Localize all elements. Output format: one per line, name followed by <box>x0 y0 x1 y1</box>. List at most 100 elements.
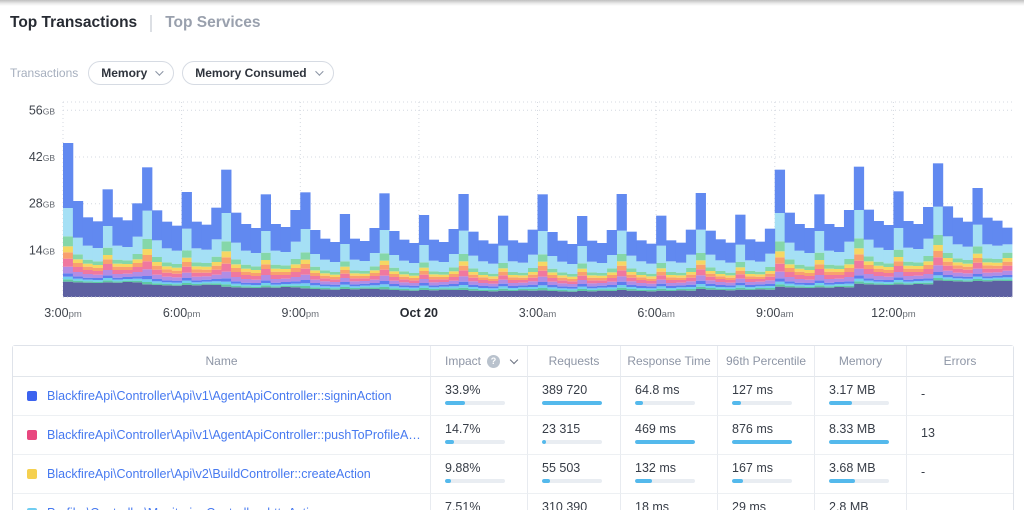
chart-bar-segment <box>923 274 934 279</box>
chart-bar-segment <box>112 217 123 246</box>
chart-bar-segment <box>577 275 588 280</box>
chart-bar-segment <box>547 281 558 285</box>
chart-bar-segment <box>458 194 469 231</box>
metric-value: 14.7% <box>445 422 481 436</box>
chart-bar-segment <box>606 285 617 288</box>
chart-bar-segment <box>596 278 608 281</box>
chart-bar-segment <box>72 278 84 281</box>
chart-bar-segment <box>685 229 697 255</box>
column-header-memory[interactable]: Memory <box>815 346 907 377</box>
tab-top-transactions[interactable]: Top Transactions <box>10 14 138 31</box>
chart-bar-segment <box>389 271 400 274</box>
chart-bar-segment <box>883 225 894 250</box>
chart-bar-segment <box>873 284 884 297</box>
column-header-impact[interactable]: Impact? <box>431 346 528 377</box>
chart-bar-segment <box>784 264 795 268</box>
chart-bar-segment <box>754 281 766 285</box>
metric-bar-track <box>445 401 505 405</box>
chart-bar-segment <box>270 284 281 287</box>
chart-bar-segment <box>804 283 815 285</box>
column-header-requests[interactable]: Requests <box>528 346 621 377</box>
column-header-96th-percentile[interactable]: 96th Percentile <box>718 346 815 377</box>
chart-bar-segment <box>63 281 74 297</box>
chart-bar-segment <box>942 261 954 266</box>
chart-bar-segment <box>290 287 301 297</box>
chart-bar-segment <box>329 274 341 277</box>
chart-bar-segment <box>418 245 430 263</box>
chart-bar-segment <box>102 270 113 276</box>
metric-bar-fill <box>732 440 792 444</box>
chart-bar-segment <box>705 276 716 281</box>
chart-bar-segment <box>853 275 865 279</box>
memory-consumed-chart[interactable]: 14GB 28GB 42GB 56GB 3:00pm 6:00pm 9:00pm Oct 20… <box>0 92 1024 330</box>
transaction-link[interactable]: BlackfireApi\Controller\Api\v1\AgentApiC… <box>47 389 392 403</box>
chart-bar-segment <box>428 282 440 286</box>
chart-bar-segment <box>72 272 84 277</box>
metric-dropdown[interactable]: Memory <box>88 61 175 85</box>
chart-bar-segment <box>843 259 855 265</box>
transaction-link[interactable]: Profiler\Controller\MonitoringController… <box>47 506 323 510</box>
chart-bar-segment <box>418 274 430 279</box>
chart-bar-segment <box>369 287 380 289</box>
chart-bar-segment <box>211 256 222 262</box>
chart-bar-segment <box>932 235 944 245</box>
chart-bar-segment <box>547 291 558 297</box>
chart-bar-segment <box>488 286 499 289</box>
transaction-link[interactable]: BlackfireApi\Controller\Api\v2\BuildCont… <box>47 467 371 481</box>
chart-bar-segment <box>853 283 865 297</box>
dimension-dropdown[interactable]: Memory Consumed <box>182 61 334 85</box>
chart-bar-segment <box>537 276 548 282</box>
chart-bar-segment <box>942 265 954 271</box>
chart-bar-segment <box>814 285 825 288</box>
chart-bar-segment <box>448 288 459 290</box>
chart-bar-segment <box>982 281 993 297</box>
chart-bar-segment <box>527 254 538 268</box>
chart-bar-segment <box>161 269 173 273</box>
metric-impact: 9.88% <box>431 455 527 483</box>
chart-bar-segment <box>389 286 400 289</box>
chart-bar-segment <box>557 240 568 262</box>
errors-value: 13 <box>921 426 935 440</box>
metric-bar-fill <box>445 479 451 483</box>
chart-bar-segment <box>992 220 1003 246</box>
series-color-swatch <box>27 469 37 479</box>
help-icon[interactable]: ? <box>487 354 501 368</box>
transaction-link[interactable]: BlackfireApi\Controller\Api\v1\AgentApiC… <box>47 428 422 442</box>
chart-bar-segment <box>843 285 855 288</box>
chart-bar-segment <box>636 286 647 288</box>
metric-bar-track <box>732 401 792 405</box>
column-header-response-time[interactable]: Response Time <box>621 346 718 377</box>
chart-bar-segment <box>962 280 973 282</box>
chart-bar-segment <box>310 254 321 267</box>
chart-bar-segment <box>952 276 963 279</box>
chart-bar-segment <box>932 257 944 266</box>
sort-desc-icon[interactable] <box>509 355 519 364</box>
chart-bar-segment <box>685 289 697 291</box>
chart-bar-segment <box>685 274 697 278</box>
chart-bar-segment <box>428 279 440 283</box>
chart-bar-segment <box>359 261 370 271</box>
chart-bar-segment <box>82 282 94 297</box>
tab-top-services[interactable]: Top Services <box>165 14 261 31</box>
chart-bar-segment <box>754 284 766 287</box>
table-body: BlackfireApi\Controller\Api\v1\AgentApiC… <box>13 377 1013 510</box>
chart-bar-segment <box>893 284 904 297</box>
column-header-errors[interactable]: Errors <box>907 346 1013 377</box>
chart-bar-segment <box>913 281 924 283</box>
chart-bar-segment <box>626 281 637 285</box>
chart-bar-segment <box>448 284 459 287</box>
memory-chart-svg[interactable]: 14GB 28GB 42GB 56GB 3:00pm 6:00pm 9:00pm Oct 20… <box>0 92 1024 330</box>
chart-bar-segment <box>972 262 983 269</box>
chart-bar-segment <box>705 230 716 255</box>
chart-bar-segment <box>754 289 766 297</box>
chart-bar-segment <box>379 260 390 265</box>
chart-bar-segment <box>72 263 84 267</box>
chart-bar-segment <box>735 282 746 286</box>
column-header-name[interactable]: Name <box>13 346 431 377</box>
chart-bar-segment <box>517 262 529 273</box>
chart-bar-segment <box>685 277 697 282</box>
chart-bar-segment <box>863 274 875 279</box>
chart-bar-segment <box>695 193 706 230</box>
chart-bar-segment <box>774 286 786 297</box>
chart-bar-segment <box>774 213 786 242</box>
